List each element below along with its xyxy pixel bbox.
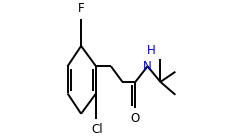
Text: N: N — [142, 60, 151, 73]
Text: O: O — [131, 112, 140, 125]
Text: Cl: Cl — [91, 123, 103, 136]
Text: F: F — [78, 2, 84, 15]
Text: H: H — [147, 44, 155, 57]
